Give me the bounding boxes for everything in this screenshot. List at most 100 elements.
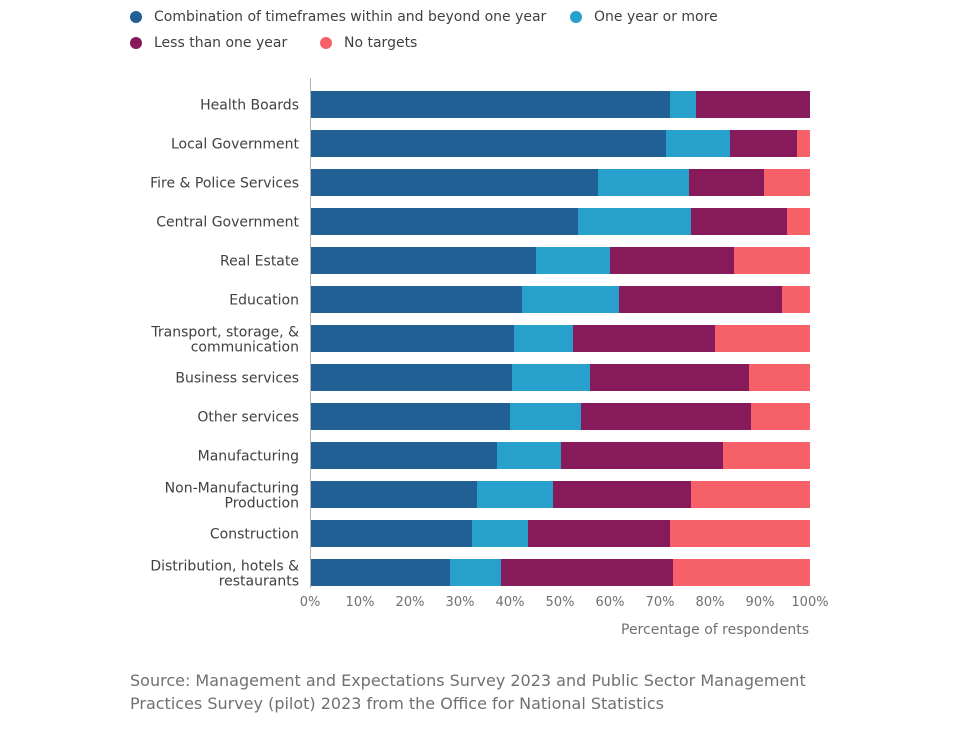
- category-label-fire-police-services: Fire & Police Services: [150, 176, 299, 192]
- x-tick-label-8: 80%: [696, 595, 725, 610]
- bar-health-boards-series-1: [670, 91, 696, 118]
- bar-fire-police-services-series-0: [310, 169, 598, 196]
- bar-real-estate-series-0: [310, 247, 536, 274]
- bar-local-government-series-3: [797, 130, 810, 157]
- bar-transport-storage-communication-series-1: [514, 325, 573, 352]
- x-tick-label-3: 30%: [446, 595, 475, 610]
- category-label-line-1: Distribution, hotels &: [150, 559, 299, 575]
- bar-central-government-series-0: [310, 208, 578, 235]
- category-label-other-services: Other services: [197, 410, 299, 426]
- bars-layer: [310, 91, 810, 586]
- bar-manufacturing-series-1: [497, 442, 561, 469]
- bar-fire-police-services-series-2: [689, 169, 764, 196]
- bar-construction-series-2: [528, 520, 670, 547]
- category-label-distribution-hotels-restaurants: Distribution, hotels & restaurants: [150, 559, 299, 590]
- bar-non-manufacturing-production-series-0: [310, 481, 477, 508]
- source-line-2: Practices Survey (pilot) 2023 from the O…: [130, 694, 664, 713]
- legend-item-no-targets: No targets: [320, 35, 417, 51]
- category-label-line-1: Non-Manufacturing: [165, 481, 299, 497]
- bar-distribution-hotels-restaurants-series-1: [450, 559, 501, 586]
- source-line-1: Source: Management and Expectations Surv…: [130, 671, 806, 690]
- x-axis-title: Percentage of respondents: [621, 622, 809, 638]
- bar-manufacturing-series-3: [723, 442, 810, 469]
- legend-label-combination: Combination of timeframes within and bey…: [154, 9, 547, 25]
- x-tick-label-1: 10%: [346, 595, 375, 610]
- bar-distribution-hotels-restaurants-series-0: [310, 559, 450, 586]
- category-label-local-government: Local Government: [171, 137, 300, 153]
- bar-real-estate-series-3: [734, 247, 810, 274]
- category-label-non-manufacturing-production: Non-Manufacturing Production: [165, 481, 299, 512]
- category-label-education: Education: [229, 293, 299, 309]
- source-note: Source: Management and Expectations Surv…: [130, 669, 830, 715]
- bar-business-services-series-2: [590, 364, 749, 391]
- category-label-line-2: communication: [191, 340, 299, 356]
- category-label-manufacturing: Manufacturing: [198, 449, 299, 465]
- legend-swatch-combination: [130, 11, 142, 23]
- bar-education-series-0: [310, 286, 522, 313]
- category-label-line-1: Transport, storage, &: [150, 325, 299, 341]
- x-tick-label-6: 60%: [596, 595, 625, 610]
- category-label-central-government: Central Government: [156, 215, 299, 231]
- bar-construction-series-1: [472, 520, 528, 547]
- bar-construction-series-0: [310, 520, 472, 547]
- bar-other-services-series-2: [581, 403, 751, 430]
- bar-central-government-series-1: [578, 208, 691, 235]
- bar-other-services-series-1: [510, 403, 581, 430]
- bar-other-services-series-3: [751, 403, 810, 430]
- category-label-real-estate: Real Estate: [220, 254, 299, 270]
- bar-non-manufacturing-production-series-1: [477, 481, 553, 508]
- bar-health-boards-series-0: [310, 91, 670, 118]
- legend-item-combination: Combination of timeframes within and bey…: [130, 9, 546, 25]
- legend-item-one-year-or-more: One year or more: [570, 9, 718, 25]
- bar-distribution-hotels-restaurants-series-3: [673, 559, 810, 586]
- bar-manufacturing-series-2: [561, 442, 723, 469]
- legend-item-less-than-one-year: Less than one year: [130, 35, 287, 51]
- bar-transport-storage-communication-series-2: [573, 325, 715, 352]
- x-tick-label-10: 100%: [791, 595, 828, 610]
- category-label-business-services: Business services: [175, 371, 299, 387]
- legend-swatch-less-than-one-year: [130, 37, 142, 49]
- bar-local-government-series-2: [730, 130, 797, 157]
- bar-education-series-1: [522, 286, 619, 313]
- legend-label-no-targets: No targets: [344, 35, 418, 51]
- category-label-health-boards: Health Boards: [200, 98, 299, 114]
- x-tick-label-5: 50%: [546, 595, 575, 610]
- stacked-bar-chart: Health Boards Local Government Fire & Poli…: [150, 78, 829, 638]
- bar-fire-police-services-series-3: [764, 169, 810, 196]
- bar-real-estate-series-2: [610, 247, 734, 274]
- bar-real-estate-series-1: [536, 247, 610, 274]
- legend-label-less-than-one-year: Less than one year: [154, 35, 288, 51]
- x-tick-label-9: 90%: [746, 595, 775, 610]
- bar-non-manufacturing-production-series-2: [553, 481, 691, 508]
- legend-swatch-one-year-or-more: [570, 11, 582, 23]
- x-tick-label-0: 0%: [300, 595, 321, 610]
- bar-construction-series-3: [670, 520, 810, 547]
- legend-label-one-year-or-more: One year or more: [594, 9, 718, 25]
- category-label-construction: Construction: [210, 527, 299, 543]
- bar-fire-police-services-series-1: [598, 169, 689, 196]
- x-tick-label-4: 40%: [496, 595, 525, 610]
- category-label-line-2: restaurants: [219, 574, 299, 590]
- bar-central-government-series-3: [787, 208, 810, 235]
- bar-education-series-2: [619, 286, 782, 313]
- bar-business-services-series-3: [749, 364, 810, 391]
- bar-local-government-series-0: [310, 130, 666, 157]
- category-label-transport-storage-communication: Transport, storage, & communication: [150, 325, 299, 356]
- bar-transport-storage-communication-series-0: [310, 325, 514, 352]
- bar-manufacturing-series-0: [310, 442, 497, 469]
- category-labels: Health Boards Local Government Fire & Poli…: [150, 98, 299, 590]
- x-tick-label-2: 20%: [396, 595, 425, 610]
- bar-education-series-3: [782, 286, 810, 313]
- bar-local-government-series-1: [666, 130, 730, 157]
- bar-non-manufacturing-production-series-3: [691, 481, 810, 508]
- bar-distribution-hotels-restaurants-series-2: [501, 559, 673, 586]
- bar-other-services-series-0: [310, 403, 510, 430]
- bar-central-government-series-2: [691, 208, 787, 235]
- bar-business-services-series-0: [310, 364, 512, 391]
- bar-business-services-series-1: [512, 364, 590, 391]
- x-axis: 0% 10% 20% 30% 40% 50% 60% 70% 80% 90% 100%: [300, 78, 829, 610]
- bar-health-boards-series-2: [696, 91, 810, 118]
- chart-legend: Combination of timeframes within and bey…: [130, 6, 770, 56]
- bar-transport-storage-communication-series-3: [715, 325, 810, 352]
- category-label-line-2: Production: [225, 496, 299, 512]
